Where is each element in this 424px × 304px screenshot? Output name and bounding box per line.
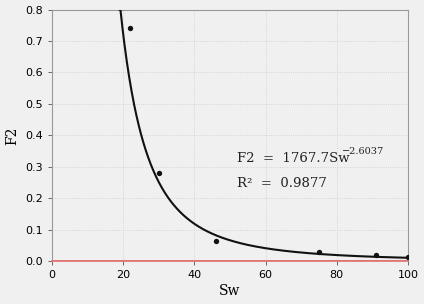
Point <box>127 26 134 31</box>
X-axis label: Sw: Sw <box>219 285 240 299</box>
Point <box>404 254 411 259</box>
Text: −2.6037: −2.6037 <box>342 147 384 157</box>
Text: R²  =  0.9877: R² = 0.9877 <box>237 178 327 191</box>
Text: F2  =  1767.7Sw: F2 = 1767.7Sw <box>237 152 350 165</box>
Y-axis label: F2: F2 <box>6 126 20 145</box>
Point <box>212 238 219 243</box>
Point <box>155 171 162 176</box>
Point <box>315 249 322 254</box>
Point <box>373 253 379 258</box>
